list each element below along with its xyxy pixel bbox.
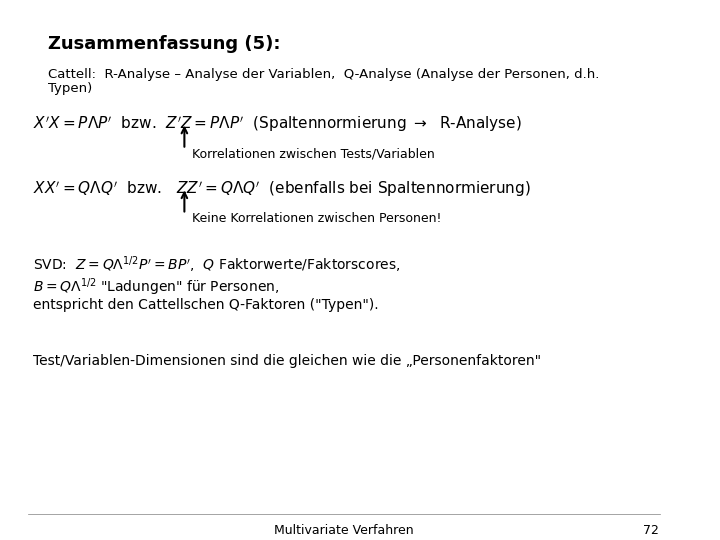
- Text: Typen): Typen): [48, 82, 92, 95]
- Text: Test/Variablen-Dimensionen sind die gleichen wie die „Personenfaktoren": Test/Variablen-Dimensionen sind die glei…: [33, 354, 541, 368]
- Text: entspricht den Cattellschen Q-Faktoren ("Typen").: entspricht den Cattellschen Q-Faktoren (…: [33, 298, 379, 312]
- Text: $X'X = P\Lambda P'$  bzw.  $Z'Z = P\Lambda P'$  (Spaltennormierung $\rightarrow$: $X'X = P\Lambda P'$ bzw. $Z'Z = P\Lambda…: [33, 114, 522, 134]
- Text: SVD:  $Z = Q\Lambda^{1/2}P'=BP'$,  $Q$ Faktorwerte/Faktorscores,: SVD: $Z = Q\Lambda^{1/2}P'=BP'$, $Q$ Fak…: [33, 254, 401, 275]
- Text: $XX' = Q\Lambda Q'$  bzw.   $ZZ' = Q\Lambda Q'$  (ebenfalls bei Spaltennormierun: $XX' = Q\Lambda Q'$ bzw. $ZZ' = Q\Lambda…: [33, 179, 531, 199]
- Text: Korrelationen zwischen Tests/Variablen: Korrelationen zwischen Tests/Variablen: [192, 147, 435, 160]
- Text: Cattell:  R-Analyse – Analyse der Variablen,  Q-Analyse (Analyse der Personen, d: Cattell: R-Analyse – Analyse der Variabl…: [48, 68, 599, 81]
- Text: 72: 72: [644, 524, 660, 537]
- Text: Multivariate Verfahren: Multivariate Verfahren: [274, 524, 414, 537]
- Text: Keine Korrelationen zwischen Personen!: Keine Korrelationen zwischen Personen!: [192, 212, 441, 225]
- Text: $B = Q\Lambda^{1/2}$ "Ladungen" für Personen,: $B = Q\Lambda^{1/2}$ "Ladungen" für Pers…: [33, 276, 280, 298]
- Text: Zusammenfassung (5):: Zusammenfassung (5):: [48, 35, 280, 53]
